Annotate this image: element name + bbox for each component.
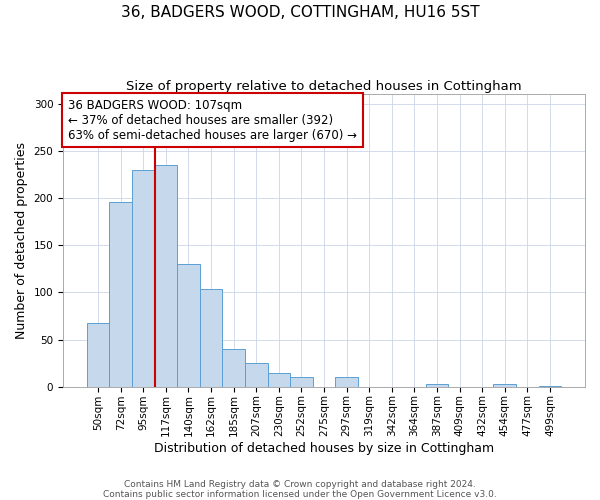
Bar <box>493 384 516 386</box>
Text: Contains HM Land Registry data © Crown copyright and database right 2024.
Contai: Contains HM Land Registry data © Crown c… <box>103 480 497 499</box>
X-axis label: Distribution of detached houses by size in Cottingham: Distribution of detached houses by size … <box>154 442 494 455</box>
Bar <box>425 384 448 386</box>
Bar <box>335 377 358 386</box>
Bar <box>109 202 132 386</box>
Text: 36, BADGERS WOOD, COTTINGHAM, HU16 5ST: 36, BADGERS WOOD, COTTINGHAM, HU16 5ST <box>121 5 479 20</box>
Bar <box>290 377 313 386</box>
Bar <box>177 264 200 386</box>
Bar <box>200 288 223 386</box>
Title: Size of property relative to detached houses in Cottingham: Size of property relative to detached ho… <box>126 80 522 93</box>
Bar <box>87 322 109 386</box>
Bar <box>245 363 268 386</box>
Bar <box>223 349 245 387</box>
Bar <box>268 374 290 386</box>
Text: 36 BADGERS WOOD: 107sqm
← 37% of detached houses are smaller (392)
63% of semi-d: 36 BADGERS WOOD: 107sqm ← 37% of detache… <box>68 98 357 142</box>
Bar <box>132 170 155 386</box>
Y-axis label: Number of detached properties: Number of detached properties <box>15 142 28 339</box>
Bar <box>155 165 177 386</box>
